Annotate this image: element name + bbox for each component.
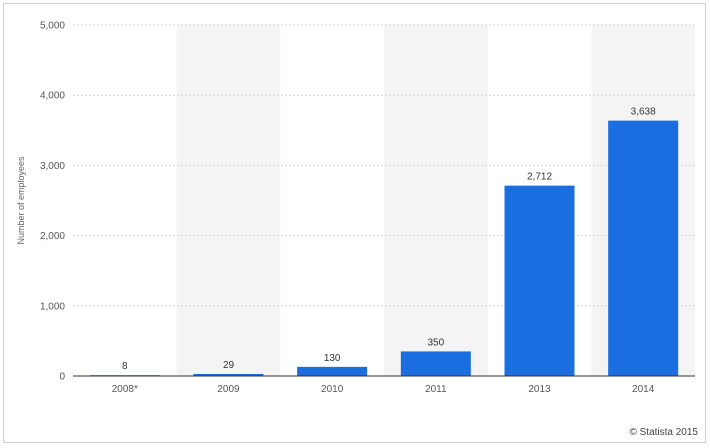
- y-tick-labels: 0 1,000 2,000 3,000 4,000 5,000: [40, 21, 65, 383]
- data-labels: 8 29 130 350 2,712 3,638: [122, 107, 656, 373]
- x-tick-label: 2013: [528, 384, 551, 395]
- bar: [193, 373, 264, 376]
- column-band: [176, 25, 281, 376]
- bar: [297, 366, 368, 376]
- data-label: 8: [122, 361, 128, 372]
- x-tick-label: 2009: [217, 384, 240, 395]
- bar: [400, 351, 471, 376]
- data-label: 2,712: [527, 172, 552, 183]
- data-label: 130: [324, 353, 341, 364]
- y-tick-label: 1,000: [40, 301, 65, 312]
- x-tick-label: 2010: [321, 384, 344, 395]
- bars: [89, 120, 679, 376]
- x-tick-label: 2011: [425, 384, 447, 395]
- y-tick-label: 0: [59, 372, 65, 383]
- x-tick-label: 2014: [632, 384, 655, 395]
- bar: [504, 185, 575, 376]
- data-label: 29: [223, 360, 235, 371]
- y-tick-label: 4,000: [40, 91, 65, 102]
- y-tick-label: 3,000: [40, 161, 65, 172]
- data-label: 350: [427, 337, 444, 348]
- x-tick-label: 2008*: [112, 384, 138, 395]
- column-band: [384, 25, 488, 376]
- data-label: 3,638: [631, 107, 656, 118]
- y-tick-label: 2,000: [40, 231, 65, 242]
- bar: [608, 120, 679, 376]
- y-axis-title: Number of employees: [16, 156, 26, 245]
- source-credit: © Statista 2015: [629, 427, 698, 438]
- y-tick-label: 5,000: [40, 21, 65, 32]
- x-tick-labels: 2008* 2009 2010 2011 2013 2014: [112, 384, 655, 395]
